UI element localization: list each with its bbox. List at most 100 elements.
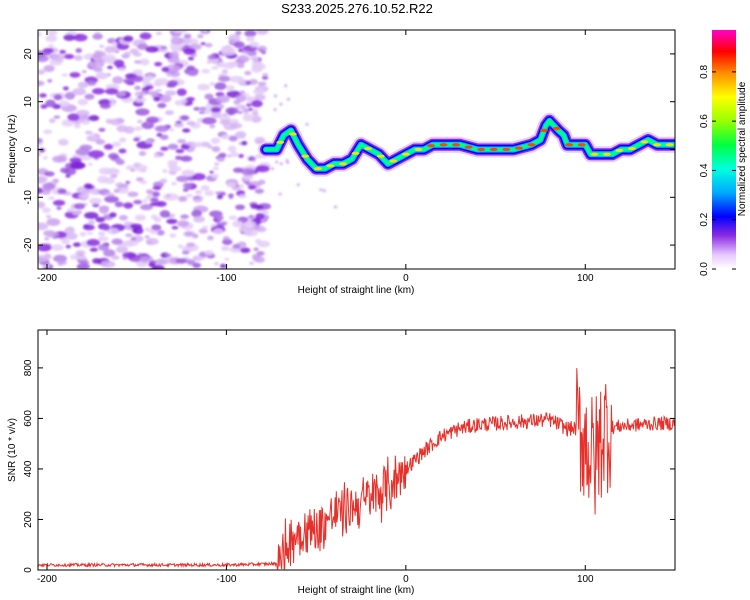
noise-blob xyxy=(83,183,93,189)
noise-blob xyxy=(156,229,165,236)
noise-blob xyxy=(40,104,48,109)
noise-blob xyxy=(232,167,244,173)
noise-blob xyxy=(180,214,190,219)
noise-blob xyxy=(163,193,179,201)
noise-blob xyxy=(144,235,150,239)
noise-blob xyxy=(167,143,179,150)
colorbar-tick-label: 0.4 xyxy=(699,163,710,177)
noise-blob xyxy=(193,216,205,223)
snr-panel: -200 -100 0 100 0 200 400 600 800 Height of str… xyxy=(7,329,676,596)
noise-blob xyxy=(135,164,148,172)
noise-blob xyxy=(123,51,131,56)
noise-speck xyxy=(286,97,290,101)
noise-blob xyxy=(140,204,153,211)
colorbar-tick-label: 0.6 xyxy=(699,114,710,128)
noise-blob xyxy=(63,54,75,60)
x-tick-label: 0 xyxy=(403,273,409,284)
noise-blob xyxy=(103,143,114,150)
y-tick-label: 800 xyxy=(23,359,34,376)
noise-blob xyxy=(118,137,127,143)
ridge-hotspot xyxy=(351,151,360,155)
noise-blob xyxy=(210,137,221,145)
noise-blob xyxy=(228,61,239,67)
y-tick-label: 600 xyxy=(23,410,34,427)
noise-blob xyxy=(182,182,192,189)
noise-blob xyxy=(183,33,192,39)
ridge-hotspot xyxy=(414,147,423,152)
noise-blob xyxy=(44,237,50,241)
snr-x-ticks: -200 -100 0 100 xyxy=(37,330,594,585)
noise-blob xyxy=(145,195,152,199)
spectrogram-x-ticks: -200 -100 0 100 xyxy=(37,30,594,284)
noise-blob xyxy=(45,35,58,43)
noise-blob xyxy=(72,88,87,96)
ridge-hotspot xyxy=(464,145,473,149)
noise-blob xyxy=(150,197,159,203)
noise-blob xyxy=(238,154,244,158)
noise-blob xyxy=(92,33,103,40)
noise-blob xyxy=(249,55,259,62)
noise-speck xyxy=(319,188,323,192)
noise-blob xyxy=(57,188,67,195)
noise-blob xyxy=(242,113,254,122)
noise-blob xyxy=(160,45,168,50)
noise-blob xyxy=(92,258,101,264)
noise-blob xyxy=(73,124,82,129)
noise-blob xyxy=(77,81,89,89)
noise-blob xyxy=(86,81,97,86)
noise-blob xyxy=(158,153,164,157)
noise-blob xyxy=(228,193,234,198)
noise-blob xyxy=(170,30,183,35)
noise-blob xyxy=(200,42,206,46)
noise-blob xyxy=(123,221,131,225)
noise-blob xyxy=(115,158,125,165)
noise-blob xyxy=(253,247,259,252)
noise-blob xyxy=(48,118,56,123)
noise-blob xyxy=(125,180,131,185)
noise-speck xyxy=(296,183,300,187)
noise-blob xyxy=(104,192,111,196)
noise-blob xyxy=(86,231,94,235)
noise-blob xyxy=(255,165,270,173)
noise-blob xyxy=(169,128,175,132)
noise-blob xyxy=(48,196,55,201)
noise-blob xyxy=(64,167,77,176)
noise-blob xyxy=(57,138,69,145)
noise-blob xyxy=(43,65,55,73)
noise-blob xyxy=(188,38,199,44)
noise-blob xyxy=(113,59,125,67)
noise-blob xyxy=(38,187,43,194)
noise-blob xyxy=(166,218,178,225)
noise-blob xyxy=(175,258,188,264)
noise-blob xyxy=(121,240,135,247)
noise-blob xyxy=(88,150,105,158)
noise-blob xyxy=(177,244,184,249)
noise-blob xyxy=(133,126,143,131)
noise-blob xyxy=(232,243,242,249)
noise-blob xyxy=(241,140,248,146)
noise-blob xyxy=(51,244,64,251)
noise-blob xyxy=(254,188,264,194)
noise-blob xyxy=(230,151,239,158)
noise-blob xyxy=(159,134,169,140)
noise-blob xyxy=(238,194,247,199)
noise-blob xyxy=(242,228,252,233)
noise-blob xyxy=(164,110,175,116)
noise-blob xyxy=(185,142,192,146)
ridge-hotspot xyxy=(364,146,373,151)
noise-blob xyxy=(99,206,109,215)
noise-blob xyxy=(200,141,211,148)
noise-blob xyxy=(164,90,177,96)
noise-blob xyxy=(236,94,247,103)
noise-blob xyxy=(86,238,101,247)
noise-blob xyxy=(38,152,42,157)
ridge-hotspot xyxy=(577,143,586,147)
colorbar-tick-label: 0.0 xyxy=(699,262,710,276)
noise-blob xyxy=(229,122,243,129)
noise-blob xyxy=(197,83,211,91)
noise-blob xyxy=(103,249,116,257)
noise-blob xyxy=(83,224,90,228)
noise-blob xyxy=(199,106,207,111)
noise-blob xyxy=(46,218,61,227)
